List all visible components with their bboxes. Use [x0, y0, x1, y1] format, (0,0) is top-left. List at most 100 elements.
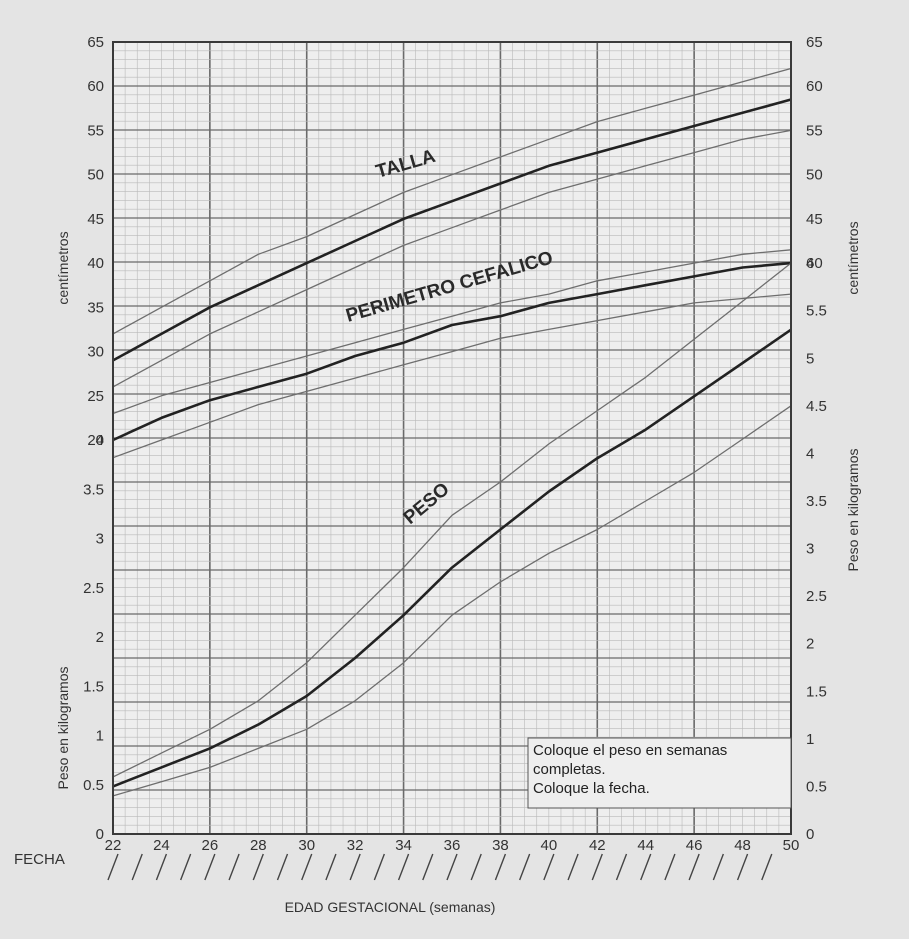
curve-peso-lower [112, 405, 792, 797]
x-tick-label: 24 [153, 837, 170, 854]
fecha-slash [446, 853, 458, 881]
right-kg-tick-label: 0 [806, 826, 814, 843]
tick-labels: 22 24 26 28 30 32 34 36 38 40 42 44 46 48 502025303540… [83, 34, 827, 854]
left-axis-bottom-title: Peso en kilogramos [55, 667, 71, 790]
left-kg-tick-label: 3.5 [83, 481, 104, 498]
x-tick-label: 28 [250, 837, 267, 854]
right-kg-tick-label: 5 [806, 350, 814, 367]
x-tick-label: 42 [589, 837, 606, 854]
left-axis-top-title: centímetros [55, 231, 71, 304]
fecha-slash [349, 853, 361, 881]
curve-perimetro-lower [112, 293, 792, 459]
curve-talla-upper [112, 67, 792, 335]
x-tick-label: 38 [492, 837, 509, 854]
left-kg-tick-label: 1 [96, 728, 104, 745]
curve-talla-lower [112, 129, 792, 388]
left-cm-tick-label: 65 [87, 34, 104, 51]
left-kg-tick-label: 0 [96, 826, 104, 843]
fecha-slash [615, 853, 628, 881]
fecha-label: FECHA [14, 851, 65, 868]
fecha-slash [107, 853, 119, 881]
right-cm-tick-label: 55 [806, 122, 823, 139]
fecha-slash [688, 853, 700, 881]
left-cm-tick-label: 25 [87, 388, 104, 405]
fecha-slash [204, 853, 216, 881]
left-kg-tick-label: 0.5 [83, 777, 104, 794]
curve-talla-median [112, 98, 792, 362]
note-box [527, 737, 792, 809]
x-tick-label: 36 [444, 837, 461, 854]
left-cm-tick-label: 20 [87, 432, 104, 449]
right-kg-tick-label: 6 [806, 255, 814, 272]
x-tick-label: 44 [637, 837, 654, 854]
curve-peso-upper [112, 262, 792, 778]
fecha-slashes [107, 853, 773, 881]
right-cm-tick-label: 65 [806, 34, 823, 51]
right-kg-tick-label: 2.5 [806, 588, 827, 605]
right-kg-tick-label: 5.5 [806, 303, 827, 320]
x-tick-label: 30 [298, 837, 315, 854]
curve-perimetro-median [112, 261, 792, 442]
x-tick-label: 26 [202, 837, 219, 854]
fecha-slash [664, 853, 676, 881]
curve-perimetro-upper [112, 249, 792, 415]
fecha-slash [712, 853, 725, 881]
right-kg-tick-label: 1 [806, 731, 814, 748]
right-kg-tick-label: 4 [806, 445, 814, 462]
fecha-slash [736, 853, 749, 881]
x-tick-label: 46 [686, 837, 703, 854]
fecha-slash [301, 853, 313, 881]
x-tick-label: 32 [347, 837, 364, 854]
right-kg-tick-label: 2 [806, 636, 814, 653]
fecha-slash [276, 853, 289, 881]
fecha-slash [422, 853, 434, 881]
right-cm-tick-label: 40 [806, 255, 823, 272]
curve-peso-median [112, 328, 792, 788]
fecha-slash [543, 853, 555, 881]
right-cm-tick-label: 45 [806, 211, 823, 228]
fecha-slash [155, 853, 168, 881]
x-tick-label: 40 [541, 837, 558, 854]
fecha-slash [131, 853, 143, 881]
fecha-slash [761, 853, 773, 881]
left-kg-tick-label: 1.5 [83, 678, 104, 695]
fecha-slash [179, 853, 192, 881]
right-axis-top-title: centímetros [845, 221, 861, 294]
right-kg-tick-label: 3 [806, 541, 814, 558]
curves [112, 67, 792, 797]
note-line-2: completas. [533, 761, 606, 778]
fecha-slash [494, 853, 507, 881]
fecha-slash [470, 853, 482, 881]
left-kg-tick-label: 3 [96, 531, 104, 548]
plot-frame [112, 41, 792, 835]
fecha-slash [397, 853, 410, 881]
note-line-1: Coloque el peso en semanas [533, 742, 727, 759]
right-kg-tick-label: 1.5 [806, 683, 827, 700]
right-kg-tick-label: 3.5 [806, 493, 827, 510]
fecha-slash [252, 853, 264, 881]
fecha-slash [373, 853, 386, 881]
left-cm-tick-label: 60 [87, 78, 104, 95]
note-line-3: Coloque la fecha. [533, 780, 650, 797]
left-kg-tick-label: 2.5 [83, 580, 104, 597]
left-cm-tick-label: 30 [87, 344, 104, 361]
left-cm-tick-label: 40 [87, 255, 104, 272]
x-axis-title: EDAD GESTACIONAL (semanas) [285, 899, 496, 915]
left-cm-tick-label: 55 [87, 122, 104, 139]
left-cm-tick-label: 35 [87, 299, 104, 316]
right-axis-bottom-title: Peso en kilogramos [845, 449, 861, 572]
fecha-slash [567, 853, 579, 881]
fecha-slash [591, 853, 603, 881]
right-cm-tick-label: 60 [806, 78, 823, 95]
right-kg-tick-label: 4.5 [806, 398, 827, 415]
left-kg-tick-label: 4 [96, 432, 104, 449]
fecha-slash [325, 853, 337, 881]
grid [112, 41, 792, 835]
fecha-slash [640, 853, 652, 881]
x-tick-label: 34 [395, 837, 412, 854]
left-cm-tick-label: 45 [87, 211, 104, 228]
left-cm-tick-label: 50 [87, 167, 104, 184]
fecha-slash [518, 853, 531, 881]
